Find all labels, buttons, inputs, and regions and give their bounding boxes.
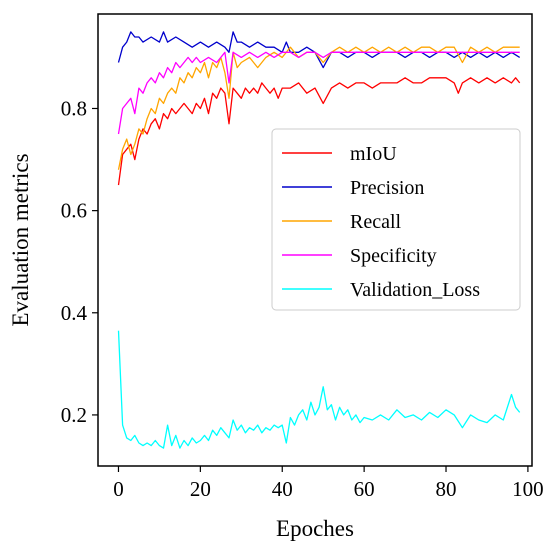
series-line-validation-loss [117, 330, 521, 449]
x-tick-label: 0 [113, 477, 124, 501]
legend: mIoU Precision Recall Specificity Validation… [271, 128, 521, 311]
x-axis-ticks: 0 20 40 60 80 100 [113, 466, 544, 501]
x-tick-label: 100 [512, 477, 544, 501]
series-lines [117, 31, 521, 449]
plot-area-frame [97, 13, 533, 467]
legend-box [271, 128, 521, 311]
y-axis-title: Evaluation metrics [8, 153, 33, 326]
y-tick-label: 0.4 [61, 301, 88, 325]
x-tick-label: 60 [354, 477, 375, 501]
legend-entry: Recall [350, 211, 402, 233]
x-tick-label: 80 [436, 477, 457, 501]
series-line-specificity [117, 51, 520, 135]
legend-entry: Validation_Loss [350, 279, 480, 301]
x-tick-label: 20 [190, 477, 211, 501]
series-line-recall [117, 46, 520, 170]
legend-entry: mIoU [350, 143, 397, 165]
legend-entry: Specificity [350, 245, 437, 267]
series-line-precision [117, 31, 521, 69]
y-axis-ticks: 0.2 0.4 0.6 0.8 [61, 96, 98, 427]
y-tick-label: 0.8 [61, 96, 87, 120]
x-tick-label: 40 [272, 477, 293, 501]
series-line-miou [117, 77, 521, 186]
y-tick-label: 0.2 [61, 403, 87, 427]
x-axis-title: Epoches [276, 516, 354, 541]
y-tick-label: 0.6 [61, 199, 87, 223]
legend-entry: Precision [350, 177, 424, 199]
